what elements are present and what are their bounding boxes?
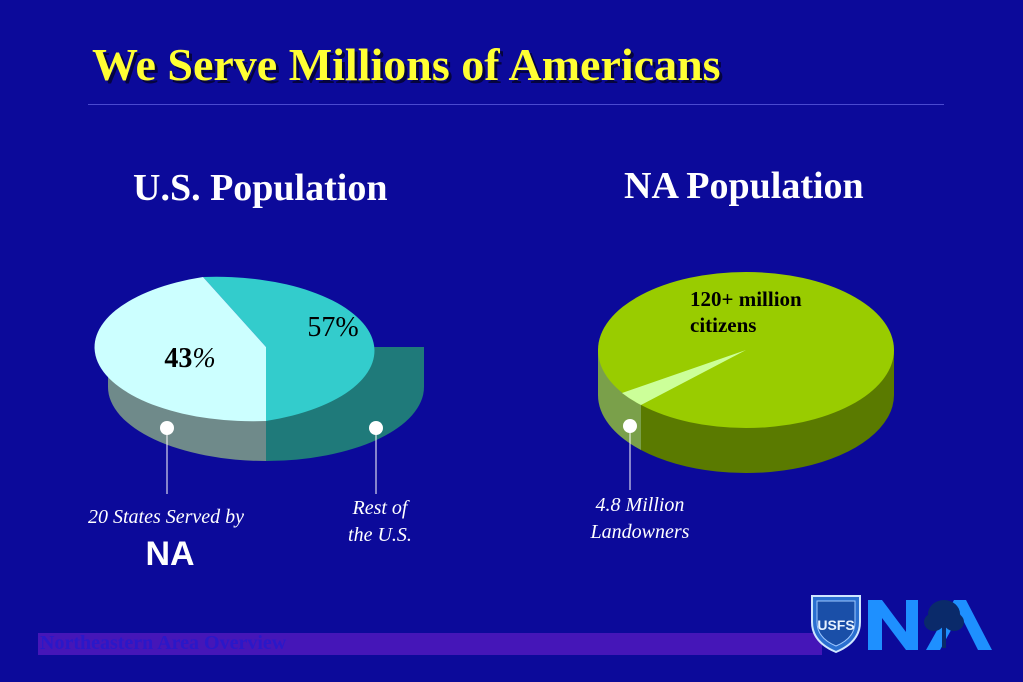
us-rest-callout: Rest of the U.S. [330,495,430,549]
us-pie-chart: 43% 57% [94,276,424,494]
us-slice-served-label: 43% [164,343,215,374]
na-tree-logo-icon [868,600,992,650]
na-main-label-line2: citizens [690,313,756,337]
na-callout-dot [623,419,637,433]
footer-text: Northeastern Area Overview [40,632,287,654]
footer-bar [38,633,822,655]
us-slice-rest-label: 57% [307,312,358,343]
na-main-label-line1: 120+ million [690,287,802,311]
forest-service-shield-icon: USFS [811,595,861,654]
us-served-callout-na: NA [145,535,195,573]
svg-text:USFS: USFS [817,617,854,633]
na-landowners-line1: 4.8 Million [595,494,685,516]
na-chart-title: NA Population [624,165,864,207]
us-served-callout-text: 20 States Served by [87,506,245,528]
us-slice-served [94,277,267,422]
us-rest-callout-line2: the U.S. [348,524,412,546]
na-landowners-callout: 4.8 Million Landowners [570,492,710,546]
us-served-callout: 20 States Served by [60,504,272,531]
us-callout-dot-served [160,421,174,435]
us-rest-callout-line1: Rest of [352,497,408,519]
na-landowners-line2: Landowners [590,521,690,543]
logos: USFS [811,595,992,654]
us-slice-rest [203,276,375,421]
na-slice-small [622,350,746,405]
na-pie-chart: 120+ million citizens [598,272,894,490]
us-chart-title: U.S. Population [133,167,388,209]
slide-title: We Serve Millions of Americans [92,39,721,90]
title-divider [88,104,944,105]
us-callout-dot-rest [369,421,383,435]
